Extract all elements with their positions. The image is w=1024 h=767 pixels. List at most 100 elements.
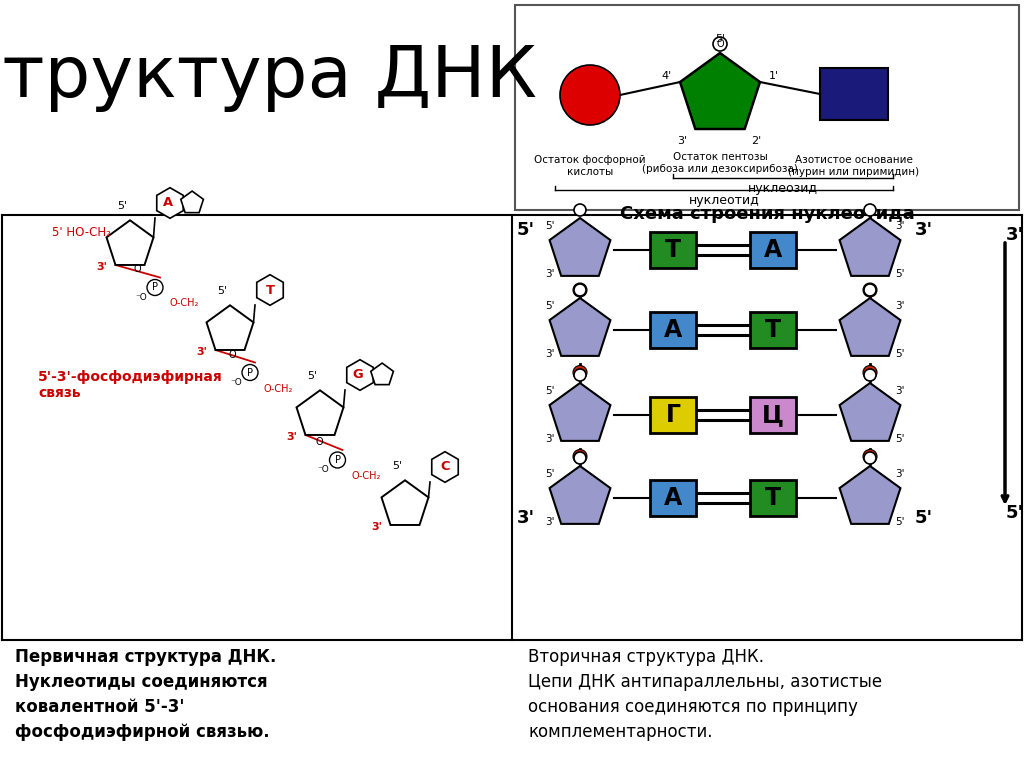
Text: Остаток фосфорной
кислоты: Остаток фосфорной кислоты [535, 155, 646, 177]
Text: P: P [335, 455, 341, 465]
FancyBboxPatch shape [750, 232, 796, 268]
Text: Первичная структура ДНК.
Нуклеотиды соединяются
ковалентной 5'-3'
фосфодиэфирной: Первичная структура ДНК. Нуклеотиды соед… [15, 648, 276, 741]
Polygon shape [382, 480, 428, 525]
FancyBboxPatch shape [650, 397, 696, 433]
Bar [820, 68, 888, 120]
Circle shape [864, 369, 876, 381]
Text: 3': 3' [517, 509, 536, 527]
Text: ⁻O: ⁻O [135, 293, 146, 302]
Text: P: P [152, 282, 158, 292]
Text: 5': 5' [895, 434, 905, 444]
Text: 5': 5' [895, 517, 905, 527]
Text: 3': 3' [286, 432, 297, 442]
Text: 3': 3' [677, 136, 687, 146]
Text: А: А [664, 318, 682, 342]
Circle shape [574, 204, 586, 216]
Text: O-CH₂: O-CH₂ [169, 298, 199, 308]
Circle shape [864, 452, 876, 464]
Text: Вторичная структура ДНК.
Цепи ДНК антипараллельны, азотистые
основания соединяют: Вторичная структура ДНК. Цепи ДНК антипа… [528, 648, 882, 741]
Polygon shape [840, 466, 900, 524]
FancyBboxPatch shape [750, 312, 796, 348]
FancyBboxPatch shape [650, 480, 696, 516]
Polygon shape [840, 383, 900, 441]
Circle shape [147, 279, 163, 295]
Polygon shape [157, 188, 183, 219]
Text: ⁻O: ⁻O [317, 466, 330, 475]
Circle shape [573, 283, 587, 297]
Polygon shape [550, 466, 610, 524]
Text: Т: Т [765, 318, 781, 342]
Text: 5'-3'-фосфодиэфирная
связь: 5'-3'-фосфодиэфирная связь [38, 370, 223, 400]
Text: 5': 5' [715, 34, 725, 44]
Text: O-CH₂: O-CH₂ [264, 384, 293, 393]
Polygon shape [371, 363, 393, 384]
Polygon shape [550, 298, 610, 356]
Text: 4': 4' [662, 71, 672, 81]
Text: 3': 3' [545, 517, 555, 527]
Text: 5': 5' [217, 286, 227, 296]
Circle shape [864, 284, 876, 296]
Circle shape [574, 369, 586, 381]
Text: 5': 5' [545, 301, 555, 311]
Text: ⁻O: ⁻O [230, 378, 242, 387]
Text: 3': 3' [895, 386, 905, 396]
Text: 3': 3' [545, 434, 555, 444]
Text: Т: Т [665, 238, 681, 262]
Text: 3': 3' [895, 221, 905, 231]
Polygon shape [840, 218, 900, 276]
Circle shape [863, 283, 877, 297]
Text: Т: Т [765, 486, 781, 510]
Text: Г: Г [666, 403, 681, 427]
FancyBboxPatch shape [750, 480, 796, 516]
Polygon shape [550, 383, 610, 441]
Text: O-CH₂: O-CH₂ [351, 471, 381, 481]
Text: Схема строения нуклеотида: Схема строения нуклеотида [620, 205, 914, 223]
Text: 5': 5' [392, 461, 402, 471]
Polygon shape [432, 452, 459, 482]
Polygon shape [297, 390, 343, 435]
Circle shape [863, 366, 877, 380]
Text: 5': 5' [895, 349, 905, 359]
Text: 3': 3' [545, 349, 555, 359]
Text: 5': 5' [117, 201, 127, 211]
Text: Азотистое основание
(пурин или пиримидин): Азотистое основание (пурин или пиримидин… [788, 155, 920, 177]
Text: Ц: Ц [762, 403, 784, 427]
Text: 5': 5' [517, 221, 536, 239]
Text: 5': 5' [545, 469, 555, 479]
Text: O: O [133, 265, 141, 275]
Circle shape [864, 204, 876, 216]
Text: 3': 3' [895, 469, 905, 479]
Text: нуклеозид: нуклеозид [748, 182, 818, 195]
Polygon shape [680, 53, 760, 129]
Text: 3': 3' [914, 221, 933, 239]
Circle shape [713, 37, 727, 51]
FancyBboxPatch shape [650, 232, 696, 268]
Text: 3': 3' [371, 522, 382, 532]
Circle shape [574, 452, 586, 464]
Text: 5': 5' [545, 386, 555, 396]
Text: Остаток пентозы
(рибоза или дезоксирибоза): Остаток пентозы (рибоза или дезоксирибоз… [642, 152, 798, 174]
Circle shape [573, 449, 587, 463]
Text: O: O [228, 350, 236, 360]
Text: А: А [664, 486, 682, 510]
Text: 5': 5' [1006, 504, 1024, 522]
Text: 3': 3' [196, 347, 207, 357]
Text: А: А [764, 238, 782, 262]
Text: нуклеотид: нуклеотид [688, 194, 760, 207]
Polygon shape [347, 360, 374, 390]
Text: 3': 3' [1006, 226, 1024, 244]
Polygon shape [550, 218, 610, 276]
Polygon shape [840, 298, 900, 356]
Bar [515, 5, 1019, 210]
Text: 5': 5' [895, 269, 905, 279]
Polygon shape [207, 305, 254, 350]
Text: O: O [716, 39, 724, 49]
Text: G: G [352, 368, 364, 381]
Text: Структура ДНК: Структура ДНК [0, 42, 538, 111]
Circle shape [560, 65, 620, 125]
Text: 2': 2' [752, 136, 762, 146]
FancyBboxPatch shape [750, 397, 796, 433]
Circle shape [574, 284, 586, 296]
Polygon shape [106, 220, 154, 265]
Text: 3': 3' [545, 269, 555, 279]
